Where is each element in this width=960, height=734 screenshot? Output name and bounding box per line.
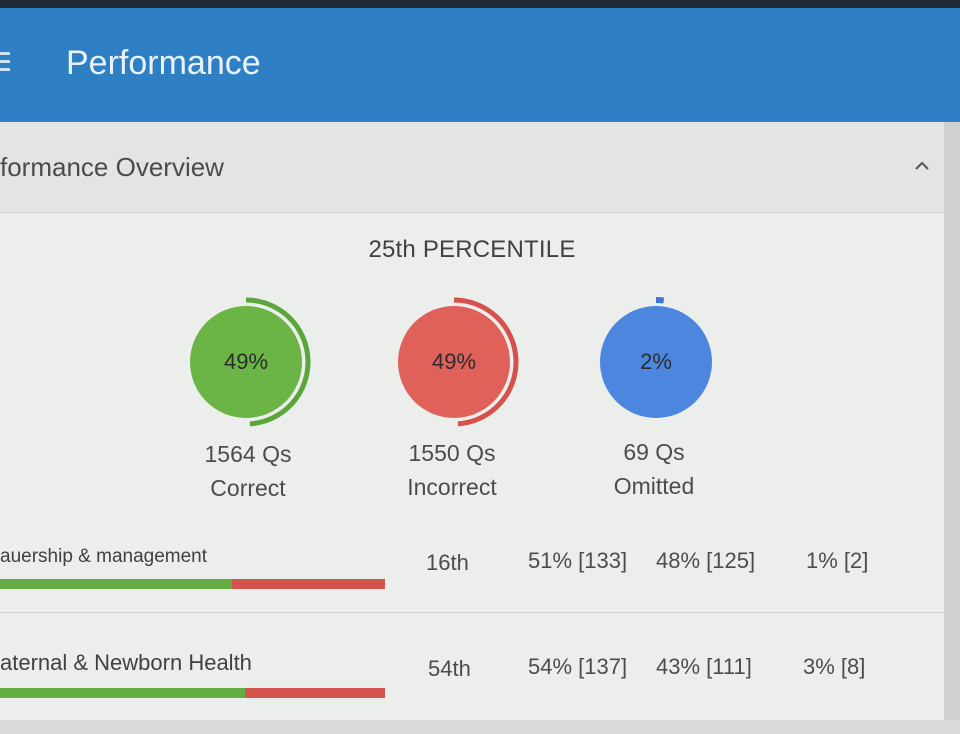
- correct-stat: 1564 Qs Correct: [158, 437, 338, 505]
- overview-title: formance Overview: [0, 152, 224, 183]
- row-performance-bar: [0, 579, 385, 589]
- row-incorrect: 43% [111]: [656, 654, 752, 680]
- correct-count: 1564 Qs: [158, 437, 338, 471]
- scroll-edge: [944, 122, 960, 720]
- row-omitted: 1% [2]: [806, 548, 868, 574]
- percentile-label: 25th PERCENTILE: [0, 236, 944, 264]
- overview-header[interactable]: formance Overview: [0, 122, 944, 213]
- row-name: auership & management: [0, 546, 207, 568]
- bar-correct: [0, 688, 245, 698]
- row-correct: 51% [133]: [528, 548, 627, 574]
- app-bar: Performance: [0, 0, 960, 122]
- correct-label: Correct: [158, 471, 338, 505]
- table-row[interactable]: auership & management 16th 51% [133] 48%…: [0, 534, 944, 634]
- menu-icon[interactable]: [0, 52, 10, 76]
- performance-panel: formance Overview 25th PERCENTILE 49% 49…: [0, 122, 944, 720]
- row-performance-bar: [0, 688, 385, 698]
- row-incorrect: 48% [125]: [656, 548, 755, 574]
- row-percentile: 54th: [428, 656, 471, 682]
- incorrect-label: Incorrect: [362, 470, 542, 504]
- incorrect-percent: 49%: [394, 292, 514, 432]
- omitted-chart: 2%: [596, 292, 736, 432]
- row-omitted: 3% [8]: [803, 654, 865, 680]
- row-correct: 54% [137]: [528, 654, 627, 680]
- correct-percent: 49%: [186, 292, 306, 432]
- omitted-label: Omitted: [564, 469, 744, 503]
- omitted-stat: 69 Qs Omitted: [564, 435, 744, 503]
- omitted-count: 69 Qs: [564, 435, 744, 469]
- omitted-percent: 2%: [596, 292, 716, 432]
- row-name: aternal & Newborn Health: [0, 650, 252, 676]
- correct-chart: 49%: [186, 292, 326, 432]
- incorrect-stat: 1550 Qs Incorrect: [362, 436, 542, 504]
- incorrect-chart: 49%: [394, 292, 534, 432]
- row-percentile: 16th: [426, 550, 469, 576]
- bar-incorrect: [245, 688, 385, 698]
- bar-incorrect: [232, 579, 385, 589]
- status-strip: [0, 0, 960, 8]
- row-divider: [0, 612, 944, 613]
- incorrect-count: 1550 Qs: [362, 436, 542, 470]
- table-row[interactable]: aternal & Newborn Health 54th 54% [137] …: [0, 634, 944, 734]
- chevron-up-icon[interactable]: [914, 158, 930, 174]
- page-title: Performance: [66, 44, 261, 83]
- bar-correct: [0, 579, 232, 589]
